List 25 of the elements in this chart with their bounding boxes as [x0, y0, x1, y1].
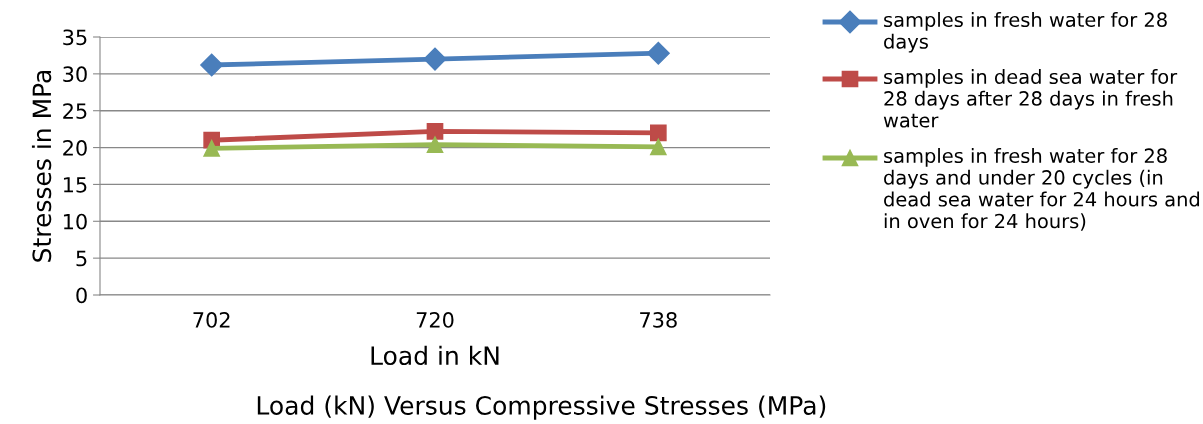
y-tick-label: 30 [63, 66, 87, 83]
legend-label: samples in dead sea water for 28 days after 28 days in fresh water [883, 69, 1178, 128]
x-axis-title: Load in kN [371, 345, 499, 366]
y-tick-label: 35 [63, 29, 87, 46]
point [426, 136, 444, 153]
x-tick-label: 702 [193, 312, 230, 328]
y-axis-title: Stresses in MPa [31, 70, 52, 262]
text: Load (kN) Versus Compressive Stresses (MPa) [257, 395, 826, 420]
point [200, 53, 224, 77]
x-tick-label: 720 [416, 312, 454, 328]
point [646, 41, 670, 65]
y-tick-label: 10 [63, 213, 87, 230]
y-tick-label: 15 [63, 177, 87, 193]
y-tick-label: 20 [63, 140, 87, 156]
y-tick-label: 25 [63, 103, 87, 119]
y-tick-label: 0 [76, 287, 87, 304]
y-tick-label: 5 [76, 250, 87, 267]
point [649, 138, 667, 156]
legend-label: samples in fresh water for 28 days and under 20 cycles (in dead sea water for 24 hours and in oven for 24 hours) [884, 148, 1200, 231]
point [203, 139, 221, 157]
point [423, 47, 447, 71]
point [649, 124, 667, 142]
legend-label: samples in fresh water for 28 days [884, 12, 1167, 53]
x-tick-label: 738 [640, 312, 677, 328]
point [426, 123, 444, 140]
